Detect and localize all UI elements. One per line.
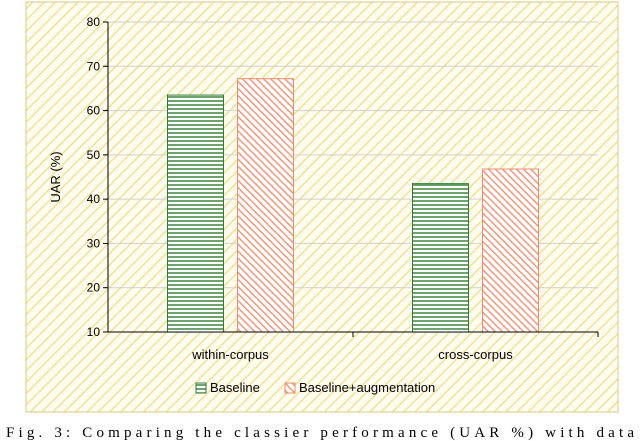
y-tick-label-60: 60 [87,104,101,118]
y-axis-title: UAR (%) [48,151,63,202]
bar-cross-corpus-baseline-augmentation [482,168,539,333]
legend: Baseline Baseline+augmentation [195,380,435,395]
x-category-labels: within-corpus cross-corpus [191,347,513,362]
y-tick-label-30: 30 [87,236,101,250]
figure-caption: Fig. 3: Comparing the classier performan… [6,425,634,441]
bar-within-corpus-baseline [167,94,224,333]
y-tick-label-40: 40 [87,192,101,206]
y-tick-label-20: 20 [87,281,101,295]
y-tick-label-10: 10 [87,325,101,339]
x-category-label-within-corpus: within-corpus [191,347,269,362]
y-tick-label-70: 70 [87,59,101,73]
x-category-label-cross-corpus: cross-corpus [438,347,513,362]
y-tick-label-80: 80 [87,15,101,29]
legend-swatch-baseline [195,382,207,394]
legend-label-augmentation: Baseline+augmentation [299,380,435,395]
bar-within-corpus-baseline-augmentation [237,78,294,333]
y-tick-labels: 10 20 30 40 50 60 70 80 [87,15,108,339]
y-tick-label-50: 50 [87,148,101,162]
legend-swatch-augmentation [284,382,296,394]
legend-label-baseline: Baseline [210,380,260,395]
bar-cross-corpus-baseline [412,183,469,333]
bars [167,78,539,333]
